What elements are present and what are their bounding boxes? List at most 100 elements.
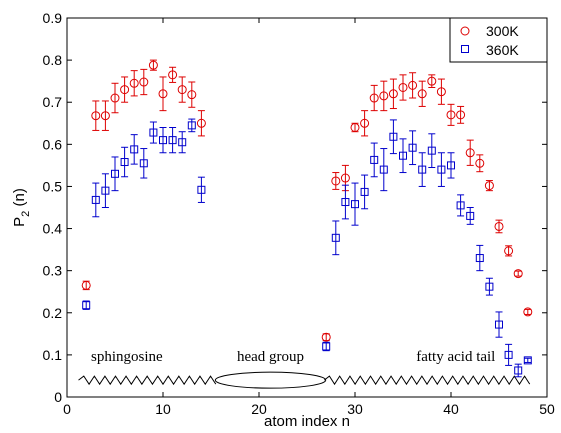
point-marker [111, 169, 119, 178]
point-marker [168, 136, 177, 145]
point-marker [321, 332, 331, 342]
point-marker [159, 136, 167, 145]
y-tick-label: 0.6 [43, 136, 63, 152]
point-marker [187, 90, 197, 100]
x-tick-label: 30 [347, 401, 363, 417]
point-marker [81, 280, 91, 290]
point-marker [475, 254, 484, 263]
point-marker [437, 165, 446, 174]
point-marker [523, 307, 533, 317]
x-tick-label: 50 [539, 401, 555, 417]
x-tick-label: 20 [251, 401, 267, 417]
point-marker [417, 89, 427, 99]
point-marker [495, 320, 503, 329]
point-marker [350, 122, 360, 132]
point-marker [427, 76, 437, 86]
y-axis-label: P2 (n) [11, 188, 32, 227]
series-300k [81, 59, 533, 342]
point-marker [398, 82, 408, 92]
point-marker [456, 110, 466, 120]
head-group-label: head group [237, 349, 304, 365]
point-marker [196, 118, 206, 128]
point-marker [447, 161, 455, 170]
y-axis-label-tail: (n) [11, 188, 28, 211]
x-axis-label: atom index n [264, 413, 350, 430]
point-marker [101, 186, 110, 195]
point-marker [100, 111, 110, 121]
molecule-schematic: sphingosine head group fatty acid tail [78, 349, 531, 389]
point-marker [379, 165, 388, 174]
point-marker [130, 145, 139, 154]
point-marker [388, 89, 398, 99]
y-tick-label: 0.3 [43, 263, 63, 279]
point-marker [91, 195, 100, 204]
point-marker [379, 91, 389, 101]
point-marker [408, 143, 417, 152]
point-marker [456, 201, 465, 210]
point-marker [177, 85, 187, 95]
sphingosine-label: sphingosine [91, 349, 163, 365]
point-marker [360, 118, 370, 128]
y-tick-label: 0.4 [43, 221, 63, 237]
point-marker [331, 233, 340, 242]
point-marker [120, 158, 129, 167]
point-marker [514, 366, 523, 375]
ticks-group [66, 17, 548, 398]
point-marker [178, 138, 187, 147]
legend: 300K 360K [449, 17, 548, 63]
point-marker [427, 146, 436, 155]
y-tick-label: 0 [54, 389, 62, 405]
legend-marker-300k [460, 26, 470, 36]
point-marker [485, 282, 494, 291]
point-marker [484, 181, 494, 191]
y-axis-label-main: P [11, 217, 28, 227]
x-tick-label: 0 [63, 401, 71, 417]
y-tick-label: 0.7 [43, 94, 63, 110]
point-marker [504, 350, 513, 359]
plot-frame [66, 17, 548, 398]
point-marker [187, 121, 196, 130]
point-marker [197, 185, 206, 194]
point-marker [110, 93, 120, 103]
point-marker [322, 342, 331, 351]
point-marker [389, 132, 398, 141]
legend-label-300k: 300K [486, 23, 519, 39]
tick-labels: 0 10 20 30 40 50 0 0.1 0.2 0.3 0.4 0.5 0.6 0.7 0.8 0.9 [43, 10, 555, 417]
point-marker [494, 221, 504, 231]
point-marker [466, 211, 475, 220]
legend-box [449, 17, 548, 63]
series-360k [82, 118, 532, 378]
point-marker [139, 77, 149, 87]
series-layer [81, 59, 533, 378]
point-marker [341, 198, 350, 207]
point-marker [82, 301, 91, 310]
x-tick-label: 40 [443, 401, 459, 417]
point-marker [418, 165, 427, 174]
point-marker [91, 111, 101, 121]
point-marker [465, 148, 475, 158]
point-marker [436, 87, 446, 97]
legend-marker-360k [461, 45, 469, 53]
point-marker [158, 89, 168, 99]
sphingosine-chain [78, 375, 217, 386]
point-marker [523, 356, 532, 365]
point-marker [475, 158, 485, 168]
y-tick-label: 0.8 [43, 52, 63, 68]
head-group-ellipse [214, 371, 327, 389]
point-marker [331, 176, 341, 186]
legend-label-360k: 360K [486, 42, 519, 58]
point-marker [446, 110, 456, 120]
point-marker [340, 173, 350, 183]
point-marker [139, 159, 148, 168]
point-marker [149, 128, 158, 137]
point-marker [148, 60, 158, 70]
point-marker [504, 246, 514, 256]
y-tick-label: 0.2 [43, 305, 63, 321]
y-tick-label: 0.1 [43, 347, 63, 363]
point-marker [408, 80, 418, 90]
x-tick-label: 10 [155, 401, 171, 417]
y-tick-label: 0.9 [43, 10, 63, 26]
point-marker [369, 93, 379, 103]
point-marker [120, 85, 130, 95]
